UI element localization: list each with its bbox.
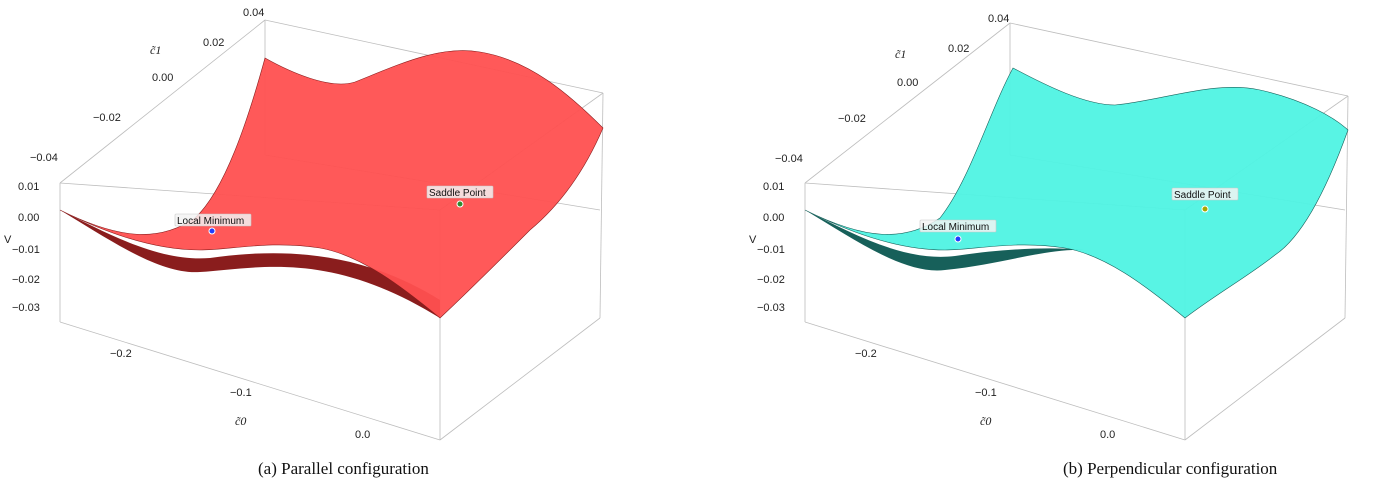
z-ticks-a: 0.01 0.00 −0.01 −0.02 −0.03 V [4,181,40,314]
y-ticks-b: 0.04 0.02 0.00 −0.02 −0.04 c̃1 [775,13,1009,165]
annotation-label: Saddle Point [429,188,486,199]
z-axis-label: V [749,234,757,246]
surface-a [59,50,604,319]
z-tick-label: −0.01 [12,244,40,256]
surface-b [804,67,1349,319]
x-axis-label: c̃0 [235,414,246,428]
y-tick-label: −0.02 [93,112,121,124]
y-tick-label: −0.02 [838,113,866,125]
y-axis-label: c̃1 [150,43,161,57]
y-tick-label: 0.00 [897,77,918,89]
z-tick-label: −0.01 [757,244,785,256]
z-tick-label: 0.01 [18,181,39,193]
z-tick-label: 0.00 [18,212,39,224]
y-tick-label: 0.00 [152,72,173,84]
x-tick-label: −0.1 [975,387,997,399]
annotation-saddle-point-b: Saddle Point [1171,187,1239,213]
x-tick-label: −0.1 [230,387,252,399]
surface-top-b [804,67,1349,319]
z-ticks-b: 0.01 0.00 −0.01 −0.02 −0.03 V [749,181,785,314]
y-tick-label: 0.04 [988,13,1009,25]
y-ticks-a: 0.04 0.02 0.00 −0.02 −0.04 c̃1 [30,7,264,164]
annotation-local-minimum-b: Local Minimum [919,219,997,243]
y-axis-label: c̃1 [895,47,906,61]
annotation-label: Local Minimum [177,216,244,227]
x-tick-label: 0.0 [1100,429,1115,441]
surface-underside-a [60,210,440,318]
y-tick-label: −0.04 [30,152,58,164]
annotation-label: Local Minimum [922,222,989,233]
x-ticks-b: −0.2 −0.1 0.0 c̃0 [855,348,1115,441]
annotation-local-minimum-a: Local Minimum [174,213,252,235]
x-tick-label: 0.0 [355,429,370,441]
surface-underside-b [805,210,1085,271]
panel-a: 0.01 0.00 −0.01 −0.02 −0.03 V 0.04 0.02 … [0,0,688,487]
z-tick-label: 0.01 [763,181,784,193]
saddle-point-marker [1201,205,1209,213]
surface-plot-a: 0.01 0.00 −0.01 −0.02 −0.03 V 0.04 0.02 … [4,7,604,441]
surface-top-a [59,50,604,319]
saddle-point-marker [456,200,464,208]
panel-b: 0.01 0.00 −0.01 −0.02 −0.03 V 0.04 0.02 … [745,0,1377,487]
z-axis-label: V [4,234,12,246]
annotation-label: Saddle Point [1174,190,1231,201]
y-tick-label: −0.04 [775,153,803,165]
z-tick-label: −0.03 [12,302,40,314]
surface-plot-b: 0.01 0.00 −0.01 −0.02 −0.03 V 0.04 0.02 … [749,13,1349,441]
z-tick-label: 0.00 [763,212,784,224]
x-tick-label: −0.2 [855,348,877,360]
caption-a: (a) Parallel configuration [258,459,429,478]
local-minimum-marker [954,235,962,243]
y-tick-label: 0.02 [203,37,224,49]
x-axis-label: c̃0 [980,414,991,428]
y-tick-label: 0.02 [948,43,969,55]
y-tick-label: 0.04 [243,7,264,19]
z-tick-label: −0.02 [757,274,785,286]
x-ticks-a: −0.2 −0.1 0.0 c̃0 [110,348,370,441]
annotation-saddle-point-a: Saddle Point [426,185,494,208]
z-tick-label: −0.03 [757,302,785,314]
x-tick-label: −0.2 [110,348,132,360]
z-tick-label: −0.02 [12,274,40,286]
caption-b: (b) Perpendicular configuration [1063,459,1278,478]
local-minimum-marker [208,227,216,235]
